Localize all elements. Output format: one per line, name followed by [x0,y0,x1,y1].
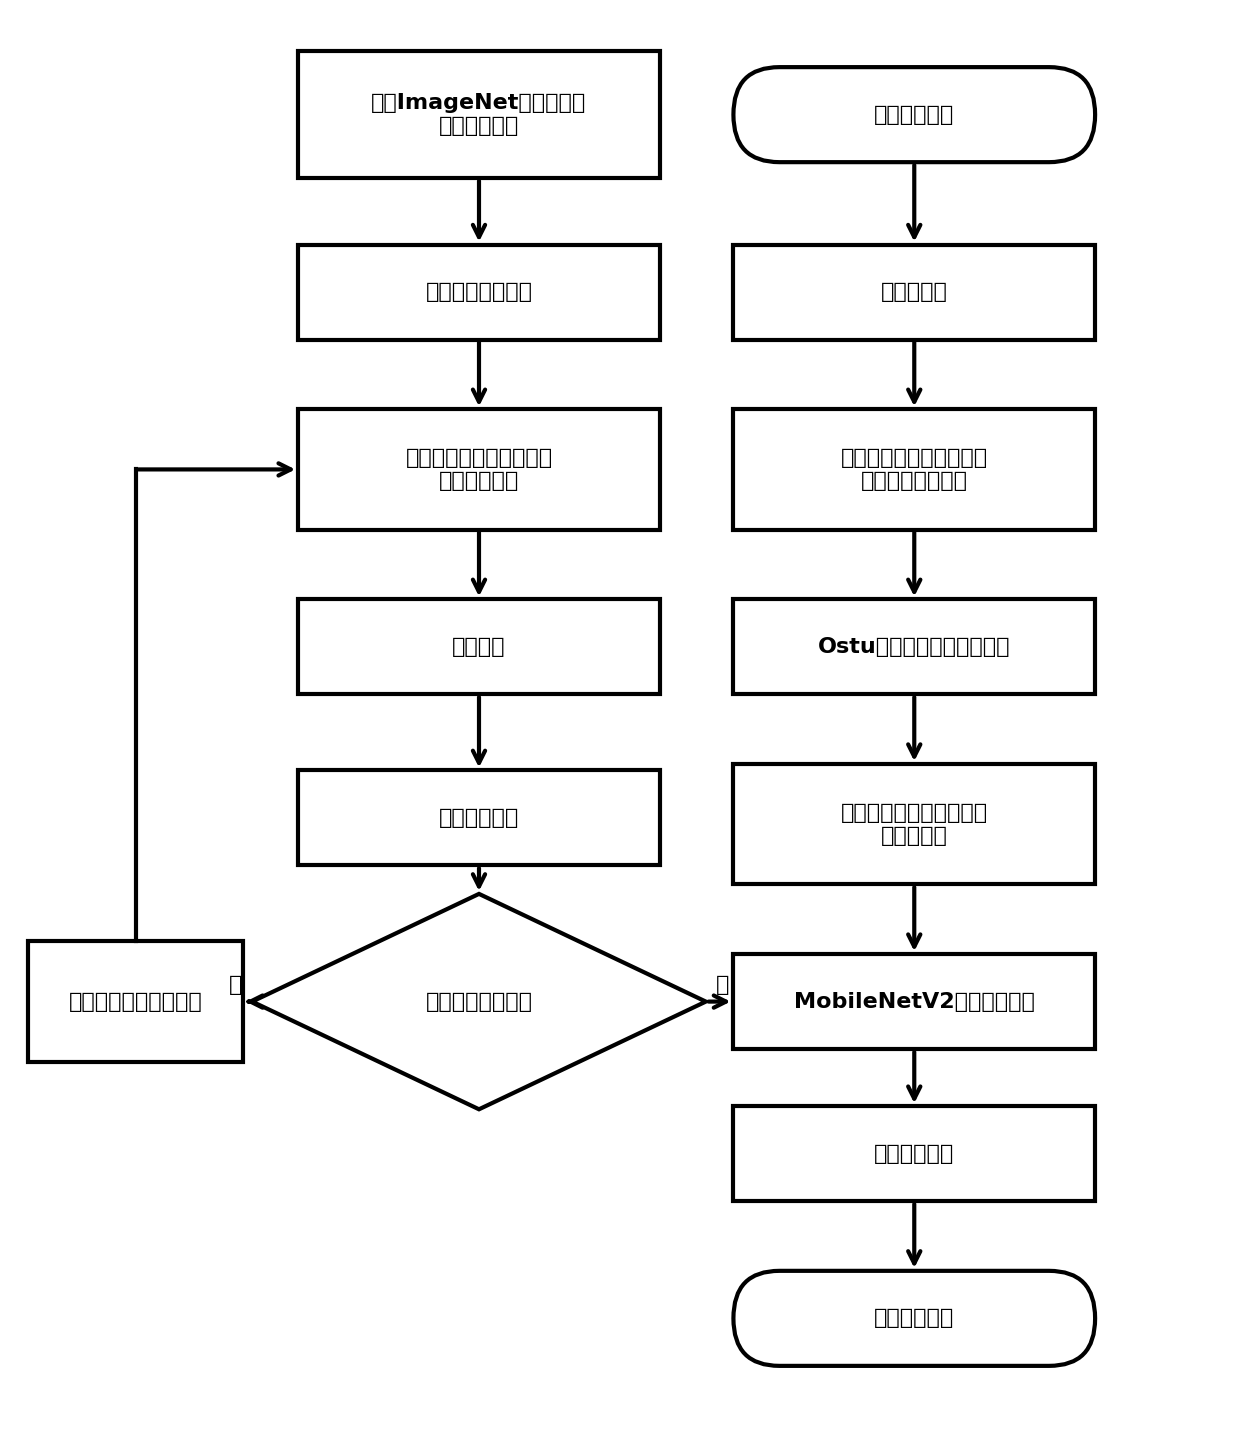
Text: 基于ImageNet图像数据集
的预训练网络: 基于ImageNet图像数据集 的预训练网络 [371,93,587,136]
Text: 计算损失函数: 计算损失函数 [439,808,520,828]
FancyBboxPatch shape [29,941,243,1062]
FancyBboxPatch shape [298,245,660,340]
FancyBboxPatch shape [733,1271,1095,1366]
FancyBboxPatch shape [298,771,660,866]
Text: 是: 是 [715,976,729,996]
Text: 随机选取红外结冰湖泊数
据集中的样本: 随机选取红外结冰湖泊数 据集中的样本 [405,449,553,492]
FancyBboxPatch shape [733,245,1095,340]
Text: 基于局部对比度的显著性
检测得到显著性图: 基于局部对比度的显著性 检测得到显著性图 [841,449,988,492]
FancyBboxPatch shape [733,599,1095,695]
FancyBboxPatch shape [733,954,1095,1049]
FancyBboxPatch shape [733,67,1095,162]
Text: 否: 否 [229,976,242,996]
FancyBboxPatch shape [733,1106,1095,1201]
FancyBboxPatch shape [733,410,1095,530]
Text: 锁定底层网络参数: 锁定底层网络参数 [425,282,532,302]
FancyBboxPatch shape [733,764,1095,884]
Text: 是否满足终止条件: 是否满足终止条件 [425,992,532,1012]
Text: 获取红外图像: 获取红外图像 [874,105,955,125]
FancyBboxPatch shape [298,599,660,695]
Polygon shape [252,894,706,1109]
FancyBboxPatch shape [298,52,660,178]
Text: 图像预处理: 图像预处理 [880,282,947,302]
Text: 候选区域类型: 候选区域类型 [874,1144,955,1164]
FancyBboxPatch shape [298,410,660,530]
Text: 前向传播: 前向传播 [453,636,506,656]
Text: 输出检测结果: 输出检测结果 [874,1308,955,1328]
Text: 反向传播更新网络权重: 反向传播更新网络权重 [68,992,202,1012]
Text: 形态学连通域处理获得图
像候选区域: 形态学连通域处理获得图 像候选区域 [841,802,988,845]
Text: Ostu阈值分割将图像二值化: Ostu阈值分割将图像二值化 [818,636,1011,656]
Text: MobileNetV2卷积神经网络: MobileNetV2卷积神经网络 [794,992,1034,1012]
